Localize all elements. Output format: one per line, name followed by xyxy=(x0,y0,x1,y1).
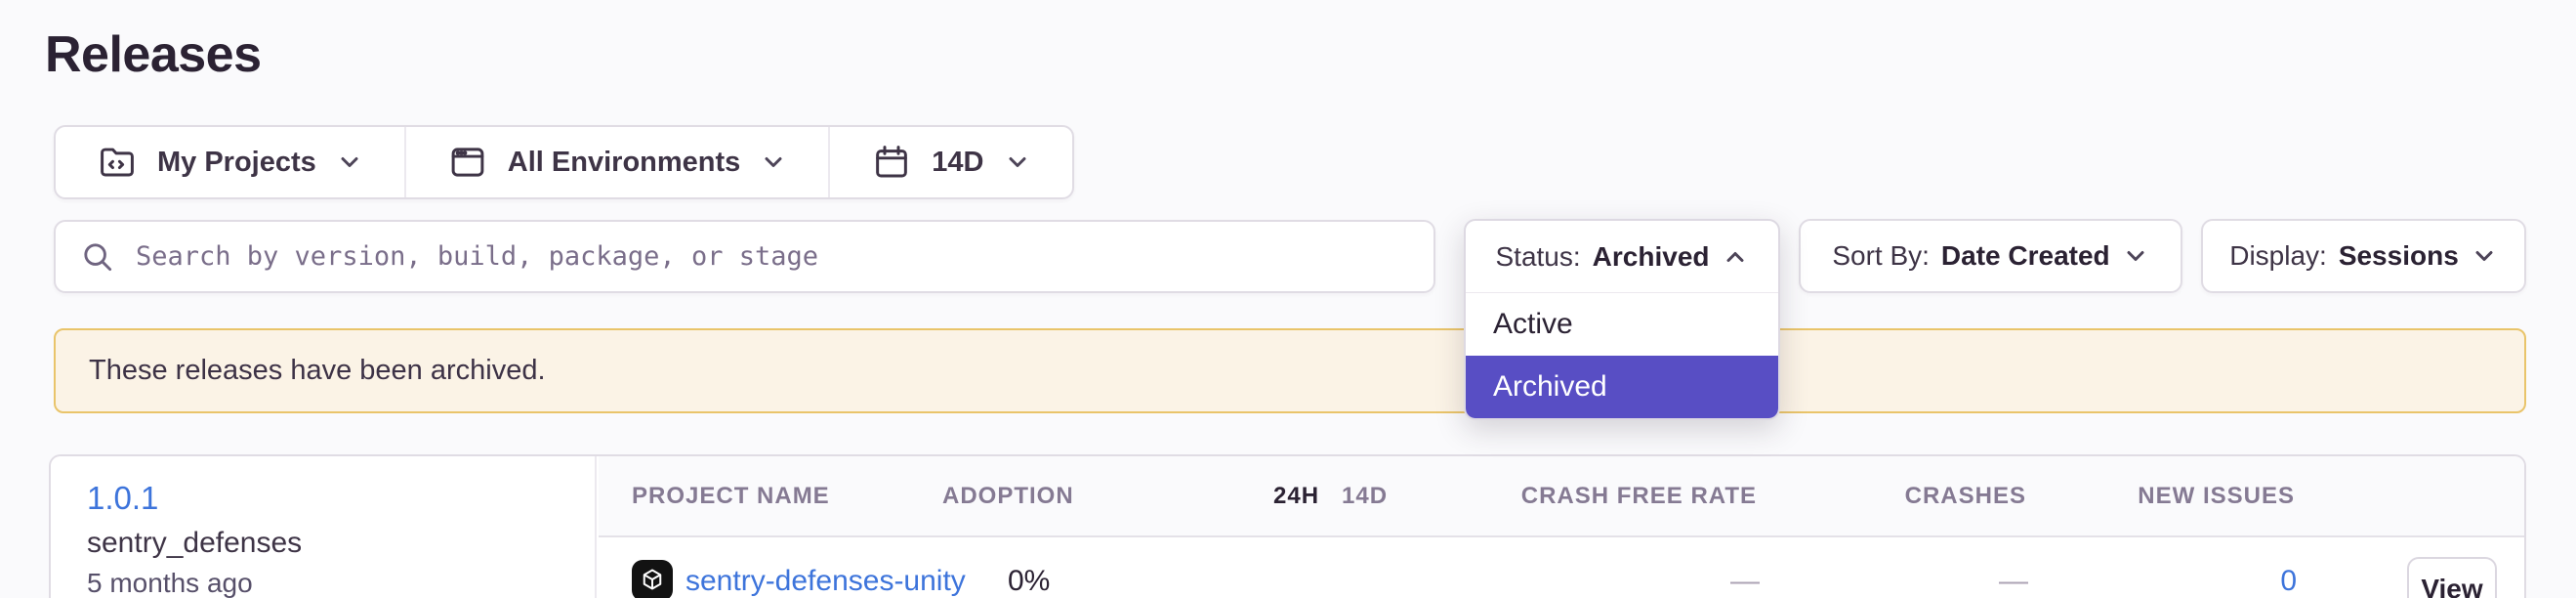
date-range-filter[interactable]: 14D xyxy=(828,127,1071,197)
release-version-link[interactable]: 1.0.1 xyxy=(87,480,159,516)
window-icon xyxy=(451,148,484,177)
period-toggle-24h[interactable]: 24H xyxy=(1273,483,1320,509)
status-option-archived[interactable]: Archived xyxy=(1466,356,1778,418)
view-button[interactable]: View xyxy=(2407,557,2497,598)
release-created-age: 5 months ago xyxy=(87,568,253,598)
crashes-value: — xyxy=(1999,565,2028,597)
sort-by-button[interactable]: Sort By: Date Created xyxy=(1799,219,2182,293)
chevron-down-icon xyxy=(2475,251,2493,261)
environments-filter[interactable]: All Environments xyxy=(403,127,829,197)
archived-warning-text: These releases have been archived. xyxy=(89,355,546,386)
unity-icon xyxy=(632,560,673,598)
release-table-header xyxy=(599,456,2524,537)
status-option-active[interactable]: Active xyxy=(1493,308,1573,340)
search-input[interactable] xyxy=(136,241,1410,272)
display-value: Sessions xyxy=(2338,240,2459,271)
project-link[interactable]: sentry-defenses-unity xyxy=(686,565,966,597)
new-issues-link[interactable]: 0 xyxy=(2280,565,2297,597)
status-filter-button[interactable]: Status: Archived xyxy=(1466,221,1778,293)
environments-filter-label: All Environments xyxy=(507,146,741,178)
status-filter-value: Archived xyxy=(1592,240,1710,272)
release-card: 1.0.1 sentry_defenses 5 months ago Proje… xyxy=(49,454,2526,598)
col-project-name: Project Name xyxy=(632,483,830,509)
page-filter-bar: My Projects All Environments 14D xyxy=(54,125,1074,199)
adoption-value: 0% xyxy=(1008,565,1051,597)
status-filter-label: Status: xyxy=(1495,240,1581,272)
chevron-down-icon xyxy=(1009,157,1025,167)
projects-filter-label: My Projects xyxy=(157,146,316,178)
chevron-down-icon xyxy=(765,157,782,167)
chevron-up-icon xyxy=(1726,251,1743,262)
display-button[interactable]: Display: Sessions xyxy=(2201,219,2526,293)
col-new-issues: New Issues xyxy=(2138,483,2295,509)
crash-free-rate-value: — xyxy=(1730,565,1760,597)
chevron-down-icon xyxy=(2127,251,2144,261)
page-title: Releases xyxy=(45,26,262,83)
projects-filter[interactable]: My Projects xyxy=(56,127,404,197)
date-range-filter-label: 14D xyxy=(932,146,984,178)
col-adoption: Adoption xyxy=(942,483,1074,509)
sort-by-label: Sort By: xyxy=(1832,240,1930,271)
display-label: Display: xyxy=(2229,240,2327,271)
projects-folder-icon xyxy=(101,148,134,177)
search-icon xyxy=(84,242,112,271)
period-toggle-14d[interactable]: 14D xyxy=(1342,483,1389,509)
status-dropdown-panel: Status: Archived Active Archived xyxy=(1464,219,1780,420)
release-search xyxy=(54,220,1435,293)
chevron-down-icon xyxy=(341,157,358,167)
release-project-name: sentry_defenses xyxy=(87,527,303,559)
col-crashes: Crashes xyxy=(1904,483,2026,509)
sort-by-value: Date Created xyxy=(1940,240,2110,271)
col-crash-free-rate: Crash Free Rate xyxy=(1520,483,1757,509)
archived-warning-banner: These releases have been archived. xyxy=(54,328,2526,413)
release-info-panel: 1.0.1 sentry_defenses 5 months ago xyxy=(51,456,597,598)
calendar-icon xyxy=(876,146,908,178)
